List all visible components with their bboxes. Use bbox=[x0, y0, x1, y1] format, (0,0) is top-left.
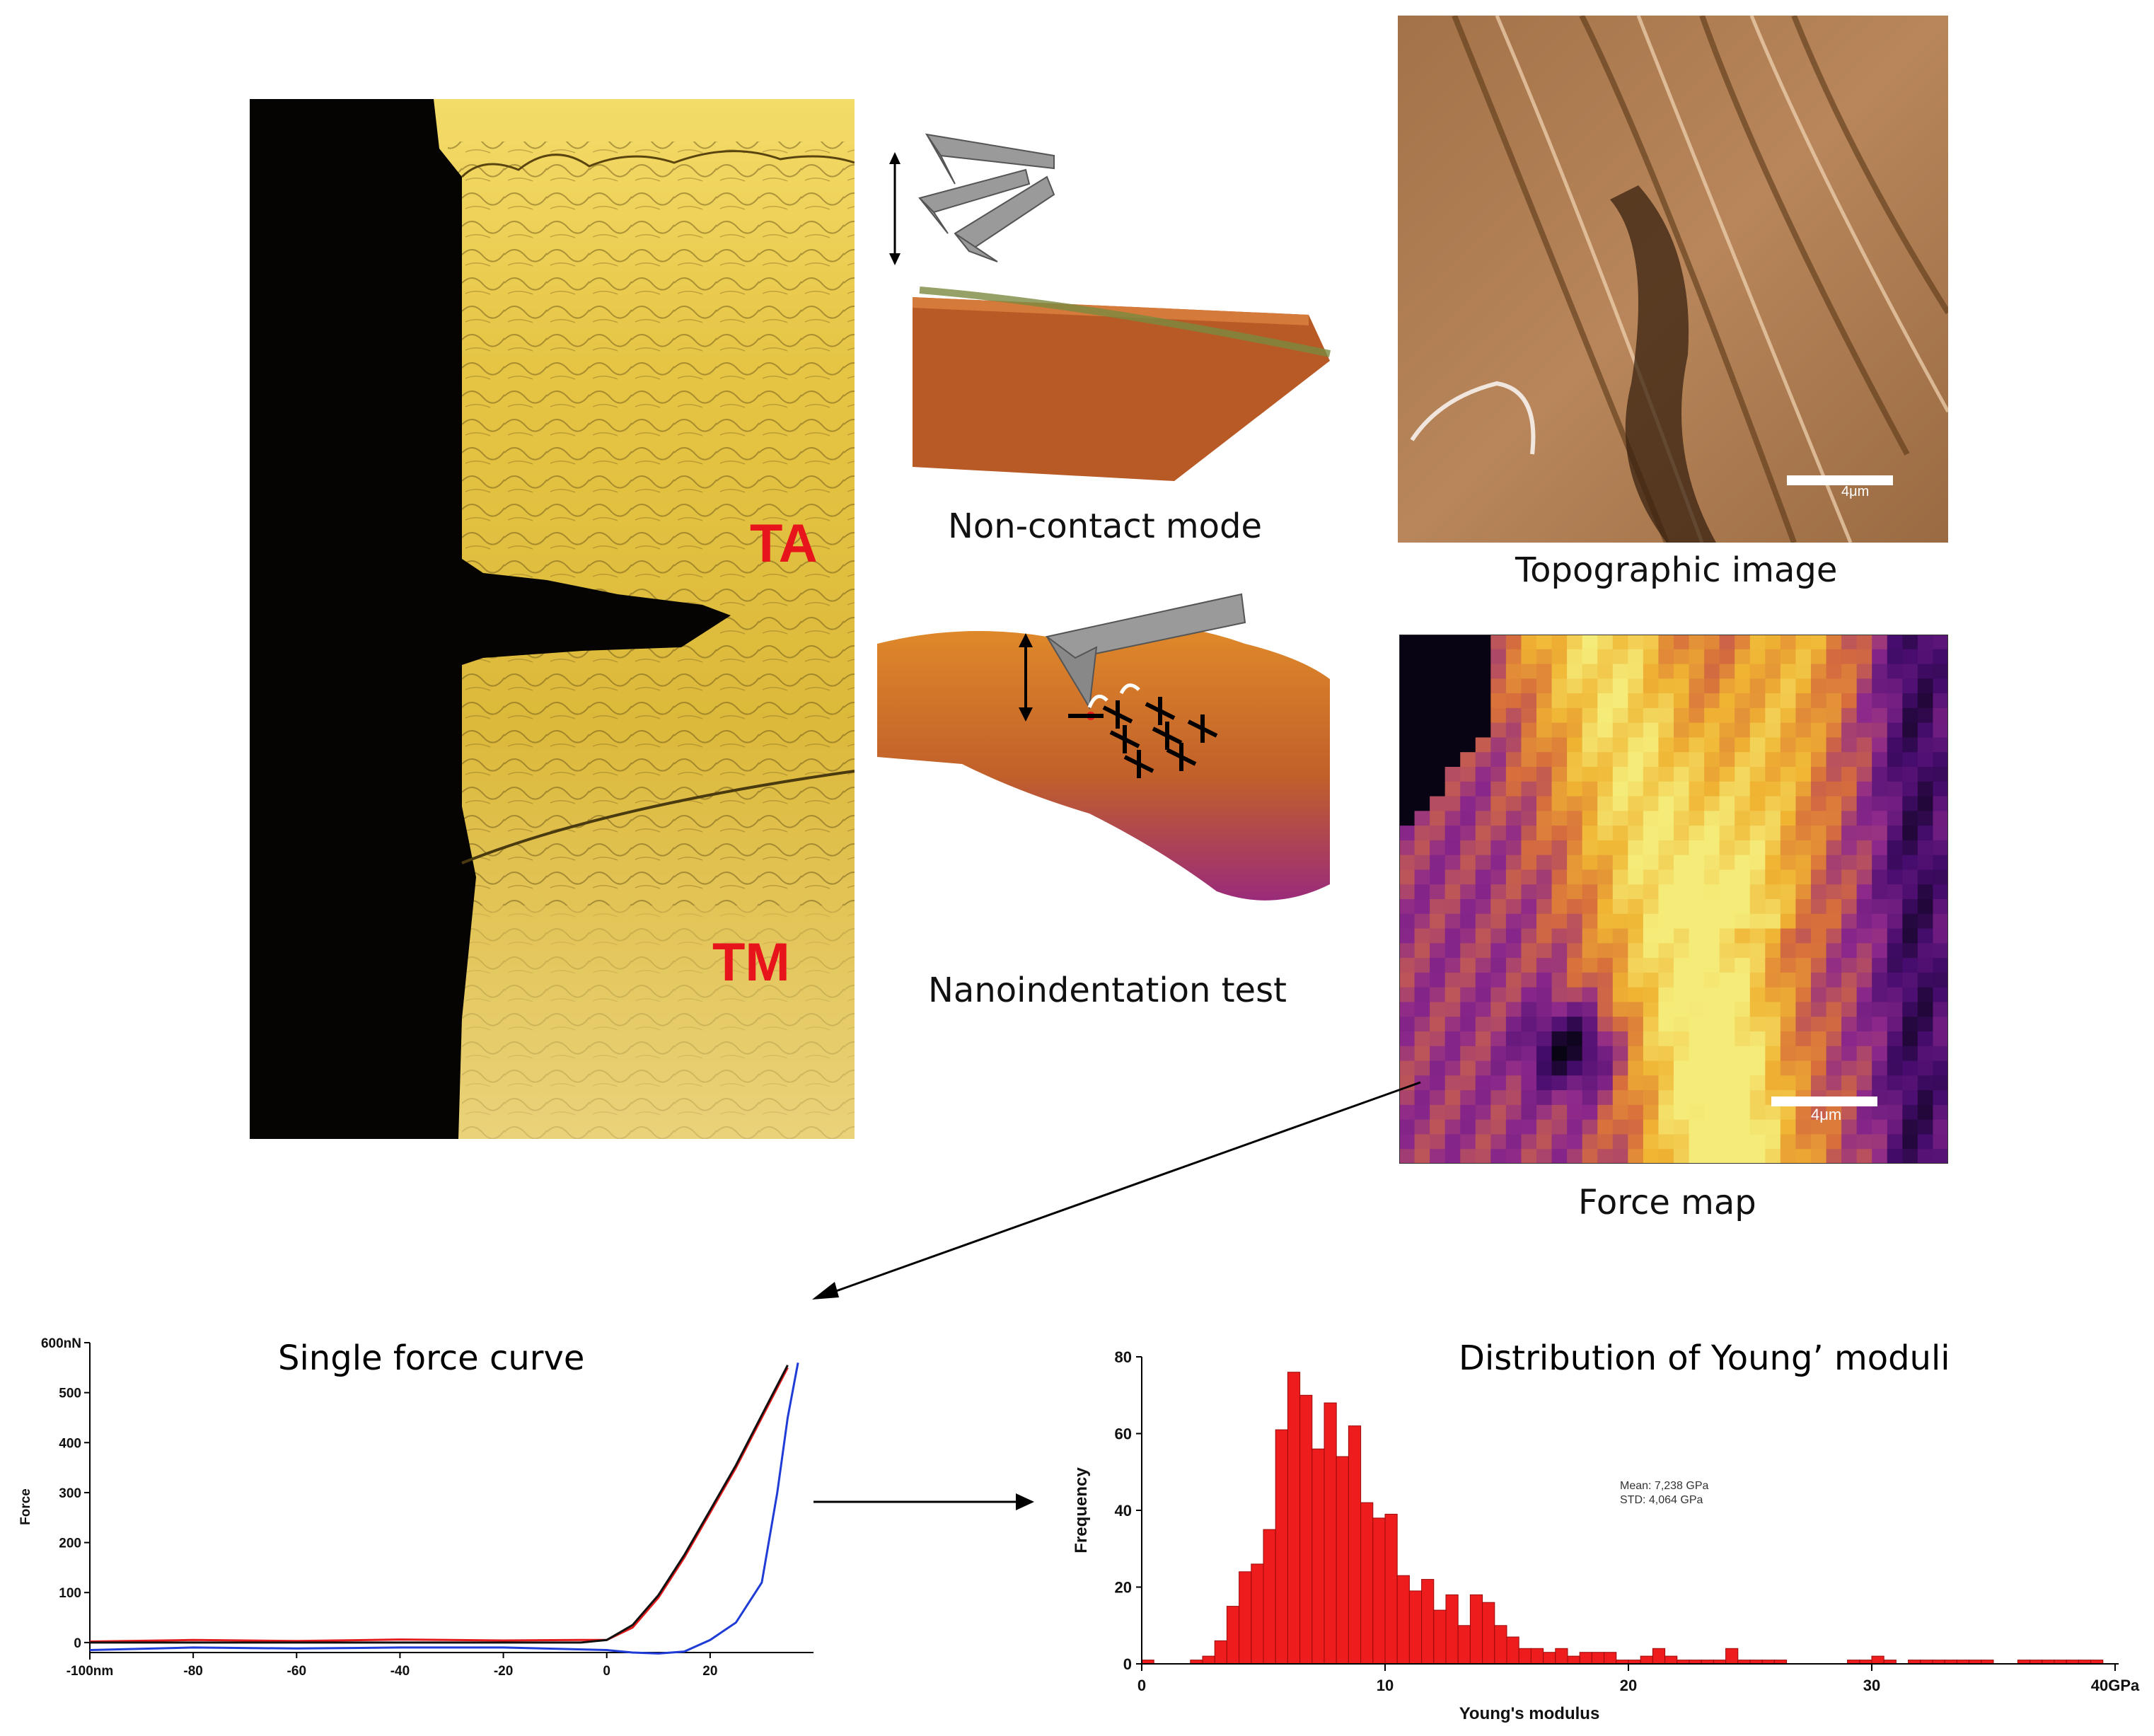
histogram-bar bbox=[1664, 1655, 1678, 1665]
histogram-mean: Mean: 7,238 GPa bbox=[1620, 1480, 1709, 1492]
histogram-bar bbox=[1202, 1655, 1215, 1665]
histogram-bar bbox=[1640, 1655, 1653, 1665]
force-x-tick-label: -80 bbox=[183, 1664, 202, 1679]
force-y-tick-label: 100 bbox=[59, 1586, 81, 1601]
histogram-bar bbox=[1311, 1448, 1325, 1665]
topographic-caption: Topographic image bbox=[1515, 550, 1838, 590]
force-x-tick-label: 20 bbox=[702, 1664, 717, 1679]
histogram-bar bbox=[1433, 1609, 1447, 1665]
force-y-tick-label: 300 bbox=[59, 1486, 81, 1501]
forcemap-scale-bar bbox=[1771, 1096, 1877, 1106]
histogram-x-tick-label: 0 bbox=[1137, 1677, 1146, 1694]
force-map-image bbox=[1399, 635, 1948, 1164]
histogram-bar bbox=[1652, 1648, 1666, 1665]
histogram-std: STD: 4,064 GPa bbox=[1620, 1494, 1703, 1506]
histogram-bar bbox=[1251, 1563, 1264, 1665]
noncontact-illustration bbox=[877, 127, 1344, 495]
histogram-bar bbox=[1445, 1594, 1459, 1665]
histogram-y-tick-label: 60 bbox=[1115, 1425, 1132, 1443]
histogram-bar bbox=[1579, 1652, 1592, 1665]
force-curve-title: Single force curve bbox=[278, 1338, 585, 1378]
forcemap-to-curve-arrowhead bbox=[812, 1282, 839, 1300]
histogram-bar bbox=[1555, 1648, 1568, 1665]
topographic-image bbox=[1398, 16, 1948, 543]
histogram-bar bbox=[1457, 1625, 1471, 1665]
histogram-bar bbox=[1567, 1655, 1580, 1665]
histogram-bar bbox=[1530, 1648, 1544, 1665]
histogram-bar bbox=[1226, 1606, 1240, 1665]
histogram-bar bbox=[1725, 1648, 1739, 1665]
histogram-y-axis-label: Frequency bbox=[1072, 1467, 1091, 1553]
nanoindent-illustration bbox=[877, 580, 1344, 934]
histogram-bar bbox=[1239, 1571, 1252, 1665]
histogram-x-tick-label: 10 bbox=[1377, 1677, 1394, 1694]
histogram-y-tick-label: 0 bbox=[1123, 1655, 1132, 1673]
histogram-bar bbox=[1287, 1372, 1301, 1665]
histogram-bar bbox=[1482, 1602, 1495, 1665]
forcemap-scale-label: 4μm bbox=[1811, 1106, 1842, 1123]
force-y-tick-label: 400 bbox=[59, 1436, 81, 1451]
force-x-tick-label: -100nm bbox=[66, 1664, 114, 1679]
force-series-line-0 bbox=[89, 1367, 789, 1643]
topographic-scale-bar bbox=[1787, 475, 1893, 485]
histogram-title: Distribution of Young’ moduli bbox=[1459, 1338, 1950, 1378]
histogram-bar bbox=[1506, 1636, 1519, 1665]
label-ta: TA bbox=[750, 514, 818, 574]
histogram-bar bbox=[1591, 1652, 1605, 1665]
force-x-tick-label: -40 bbox=[390, 1664, 410, 1679]
force-y-axis-label: Force bbox=[18, 1488, 33, 1525]
label-tm: TM bbox=[712, 932, 790, 993]
histogram-bar bbox=[1324, 1402, 1337, 1665]
histogram-bar bbox=[1263, 1529, 1276, 1665]
histogram-x-tick-label: 40GPa bbox=[2091, 1677, 2140, 1694]
histogram-bar bbox=[1372, 1517, 1386, 1665]
histogram-bar bbox=[1384, 1513, 1398, 1665]
histogram-bar bbox=[1275, 1429, 1288, 1665]
curve-to-histogram-arrowhead bbox=[1016, 1493, 1034, 1510]
force-y-tick-label: 600nN bbox=[41, 1336, 81, 1351]
histogram-bar bbox=[1469, 1594, 1483, 1665]
force-series-line-1 bbox=[90, 1365, 789, 1644]
histogram-x-axis-label: Young's modulus bbox=[1459, 1704, 1600, 1723]
force-series-line-2 bbox=[89, 1362, 799, 1655]
histogram-y-tick-label: 80 bbox=[1115, 1348, 1132, 1366]
histogram-bar bbox=[1871, 1655, 1884, 1665]
histogram-bar bbox=[1494, 1625, 1507, 1665]
histogram-bar bbox=[1518, 1648, 1531, 1665]
histogram-bar bbox=[1336, 1456, 1349, 1665]
forcemap-to-curve-arrow bbox=[826, 1081, 1421, 1296]
histogram-bar bbox=[1214, 1640, 1227, 1665]
histogram-x-tick-label: 20 bbox=[1620, 1677, 1637, 1694]
histogram-y-tick-label: 40 bbox=[1115, 1502, 1132, 1520]
histogram-bar bbox=[1396, 1575, 1410, 1665]
force-x-tick-label: 0 bbox=[603, 1664, 610, 1679]
force-y-tick-label: 500 bbox=[59, 1387, 81, 1401]
force-x-tick-label: -20 bbox=[494, 1664, 513, 1679]
histogram-x-tick-label: 30 bbox=[1863, 1677, 1880, 1694]
force-x-tick-label: -60 bbox=[287, 1664, 306, 1679]
histogram-bar bbox=[1604, 1652, 1617, 1665]
force-curve-chart: Single force curve 600nN 500 400 300 200 100 0… bbox=[0, 1330, 863, 1733]
histogram-y-tick-label: 20 bbox=[1115, 1579, 1132, 1597]
force-map-grid bbox=[1399, 635, 1948, 1164]
histogram-bar bbox=[1299, 1394, 1313, 1665]
histogram-bar bbox=[1421, 1579, 1435, 1665]
histogram-chart: Distribution of Young’ moduli Mean: 7,23… bbox=[1054, 1330, 2154, 1736]
microscopy-image bbox=[250, 99, 855, 1139]
histogram-bar bbox=[1348, 1425, 1362, 1665]
noncontact-caption: Non-contact mode bbox=[948, 507, 1263, 546]
histogram-bar bbox=[1543, 1652, 1556, 1665]
histogram-bar bbox=[1360, 1502, 1374, 1665]
histogram-bar bbox=[1408, 1590, 1423, 1665]
force-y-tick-label: 0 bbox=[74, 1636, 81, 1651]
nanoindent-caption: Nanoindentation test bbox=[928, 971, 1287, 1010]
forcemap-caption: Force map bbox=[1578, 1183, 1756, 1222]
topographic-scale-label: 4μm bbox=[1841, 484, 1870, 499]
force-y-tick-label: 200 bbox=[59, 1537, 81, 1551]
